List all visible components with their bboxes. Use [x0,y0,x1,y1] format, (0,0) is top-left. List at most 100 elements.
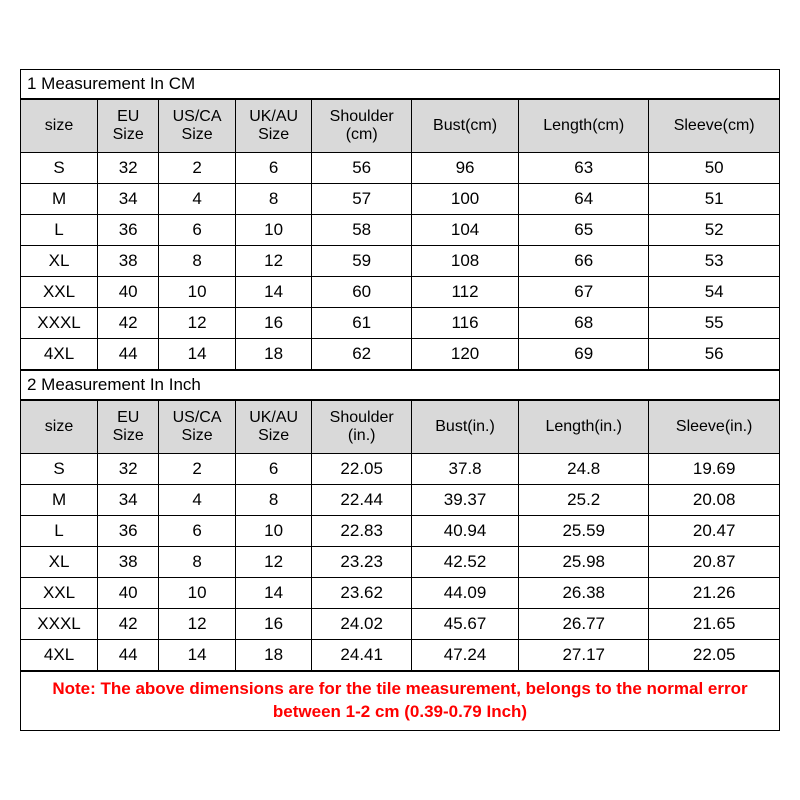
table-row: XXXL421216611166855 [21,308,779,339]
cell: 104 [411,215,518,246]
cell: 4 [159,184,236,215]
cell: 44.09 [411,578,518,609]
cell: 67 [519,277,649,308]
cell: 56 [312,153,412,184]
cell: 10 [235,516,312,547]
cell: 59 [312,246,412,277]
cell: 116 [411,308,518,339]
section-title-inch: 2 Measurement In Inch [21,370,779,400]
cell: 25.59 [519,516,649,547]
table-body-inch: S322622.0537.824.819.69M344822.4439.3725… [21,454,779,671]
cell: 16 [235,308,312,339]
cell: 57 [312,184,412,215]
cell: 36 [98,215,159,246]
col-length: Length(cm) [519,100,649,153]
cell: 14 [235,578,312,609]
cell: 22.83 [312,516,412,547]
cell: 36 [98,516,159,547]
cell: 68 [519,308,649,339]
table-row: 4XL441418621206956 [21,339,779,370]
cell: 2 [159,153,236,184]
cell: 62 [312,339,412,370]
col-shoulder: Shoulder (cm) [312,100,412,153]
cell: 4XL [21,640,98,671]
col-usca: US/CA Size [159,100,236,153]
cell: 16 [235,609,312,640]
cell: 10 [235,215,312,246]
cell: 38 [98,246,159,277]
cell: 18 [235,640,312,671]
cell: XL [21,246,98,277]
cell: 58 [312,215,412,246]
cell: 6 [159,516,236,547]
cell: 19.69 [649,454,779,485]
cell: 14 [235,277,312,308]
cell: 44 [98,339,159,370]
table-body-cm: S322656966350M3448571006451L366105810465… [21,153,779,370]
cell: L [21,215,98,246]
cell: 20.87 [649,547,779,578]
cell: 120 [411,339,518,370]
cell: 64 [519,184,649,215]
col-ukau: UK/AU Size [235,100,312,153]
table-row: M3448571006451 [21,184,779,215]
cell: 4 [159,485,236,516]
cell: 27.17 [519,640,649,671]
table-row: XXL401014601126754 [21,277,779,308]
cell: 25.2 [519,485,649,516]
table-inch: size EU Size US/CA Size UK/AU Size Shoul… [21,400,779,671]
cell: 56 [649,339,779,370]
cell: 12 [235,246,312,277]
cell: 14 [159,339,236,370]
cell: 51 [649,184,779,215]
col-eu: EU Size [98,401,159,454]
cell: 21.65 [649,609,779,640]
cell: 63 [519,153,649,184]
col-eu: EU Size [98,100,159,153]
cell: 20.47 [649,516,779,547]
col-shoulder: Shoulder (in.) [312,401,412,454]
cell: 65 [519,215,649,246]
cell: 69 [519,339,649,370]
cell: 18 [235,339,312,370]
cell: XL [21,547,98,578]
cell: XXXL [21,308,98,339]
cell: 66 [519,246,649,277]
cell: 26.77 [519,609,649,640]
cell: 8 [159,547,236,578]
cell: 38 [98,547,159,578]
cell: 12 [235,547,312,578]
cell: 4XL [21,339,98,370]
cell: 55 [649,308,779,339]
cell: 23.62 [312,578,412,609]
cell: 47.24 [411,640,518,671]
table-row: XL3881223.2342.5225.9820.87 [21,547,779,578]
cell: 42.52 [411,547,518,578]
cell: 10 [159,277,236,308]
cell: 42 [98,609,159,640]
section-title-cm: 1 Measurement In CM [21,70,779,99]
cell: 42 [98,308,159,339]
cell: 40.94 [411,516,518,547]
cell: 52 [649,215,779,246]
cell: 22.44 [312,485,412,516]
col-bust: Bust(cm) [411,100,518,153]
cell: 108 [411,246,518,277]
table-row: XXL40101423.6244.0926.3821.26 [21,578,779,609]
cell: 24.02 [312,609,412,640]
cell: 12 [159,308,236,339]
cell: 6 [235,454,312,485]
size-chart: 1 Measurement In CM size EU Size US/CA S… [20,69,780,731]
table-header-row: size EU Size US/CA Size UK/AU Size Shoul… [21,401,779,454]
cell: 8 [235,485,312,516]
cell: 96 [411,153,518,184]
cell: 20.08 [649,485,779,516]
cell: 45.67 [411,609,518,640]
table-header-row: size EU Size US/CA Size UK/AU Size Shoul… [21,100,779,153]
table-row: XXXL42121624.0245.6726.7721.65 [21,609,779,640]
cell: 40 [98,578,159,609]
table-row: XL38812591086653 [21,246,779,277]
cell: XXL [21,578,98,609]
cell: 32 [98,454,159,485]
table-row: L3661022.8340.9425.5920.47 [21,516,779,547]
